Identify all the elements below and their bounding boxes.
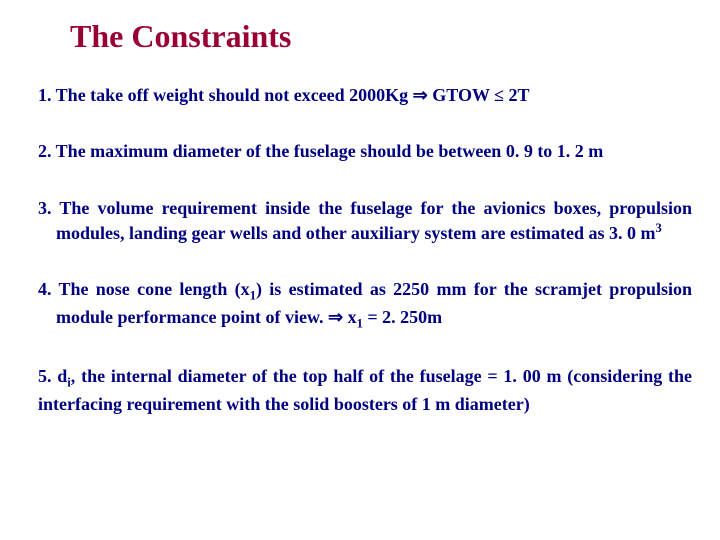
item4-x: x — [343, 307, 357, 327]
item5-post: , the internal diameter of the top half … — [38, 366, 692, 414]
item4-post: = 2. 250m — [363, 307, 442, 327]
item4-pre: 4. The nose cone length (x — [38, 279, 250, 299]
lessequal-icon: ≤ — [494, 85, 504, 105]
slide-title: The Constraints — [70, 18, 692, 55]
arrow-icon: ⇒ — [328, 307, 343, 327]
item1-post: 2T — [504, 85, 530, 105]
item3-text: 3. The volume requirement inside the fus… — [38, 198, 692, 243]
constraint-item-5: 5. di, the internal diameter of the top … — [28, 364, 692, 416]
item3-sup: 3 — [656, 221, 662, 235]
arrow-icon: ⇒ — [413, 85, 428, 105]
item5-pre: 5. d — [38, 366, 67, 386]
constraint-item-2: 2. The maximum diameter of the fuselage … — [28, 139, 692, 163]
constraint-item-1: 1. The take off weight should not exceed… — [28, 83, 692, 107]
item1-pre: 1. The take off weight should not exceed… — [38, 85, 413, 105]
item1-mid: GTOW — [428, 85, 494, 105]
slide-container: The Constraints 1. The take off weight s… — [0, 0, 720, 466]
constraint-item-4: 4. The nose cone length (x1) is estimate… — [28, 277, 692, 332]
constraint-item-3: 3. The volume requirement inside the fus… — [28, 196, 692, 246]
